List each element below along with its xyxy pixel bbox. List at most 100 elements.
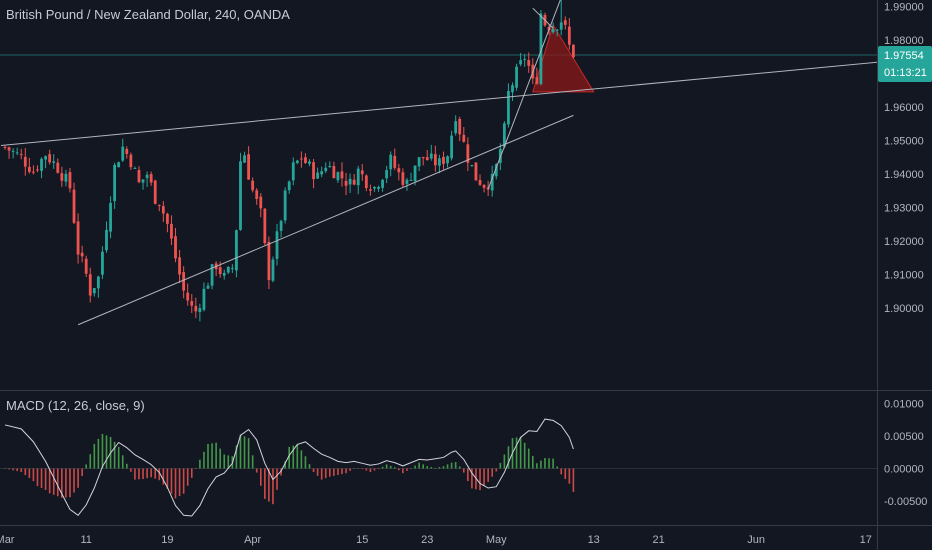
candle-body — [198, 308, 202, 312]
price-tick-label: 1.95000 — [884, 136, 924, 148]
candle-body — [450, 135, 453, 159]
candle-body — [336, 172, 340, 181]
candle — [202, 282, 206, 312]
candle — [369, 184, 372, 196]
candle-body — [373, 186, 376, 189]
candle-body — [535, 77, 539, 84]
candle-body — [271, 259, 275, 281]
macd-histogram-bar — [438, 467, 441, 469]
candle-body — [369, 189, 372, 191]
candle — [332, 161, 336, 179]
candle — [360, 164, 364, 181]
macd-pane[interactable] — [0, 418, 877, 517]
macd-histogram-bar — [93, 443, 96, 469]
candle — [60, 166, 64, 187]
candle — [515, 63, 518, 91]
candle-body — [466, 144, 470, 163]
candle — [336, 171, 340, 184]
macd-histogram-bar — [288, 446, 290, 469]
macd-histogram-bar — [487, 468, 489, 482]
candle-body — [84, 258, 88, 274]
price-tick-label: 1.90000 — [884, 303, 924, 315]
candle — [490, 165, 494, 197]
macd-histogram-bar — [560, 468, 563, 475]
price-axis[interactable]: 2.020002.010002.000001.990001.980001.970… — [878, 0, 932, 315]
candle — [474, 162, 478, 181]
candle — [251, 177, 255, 193]
macd-line — [4, 418, 574, 517]
macd-indicator-title[interactable]: MACD (12, 26, close, 9) — [6, 398, 145, 413]
candle-body — [186, 292, 190, 301]
candle — [32, 165, 35, 175]
macd-axis[interactable]: 0.01000 0.00500 0.00000 -0.00500 — [884, 399, 927, 509]
candle-body — [454, 121, 458, 134]
macd-histogram-bar — [186, 468, 189, 486]
candle — [364, 174, 368, 192]
candle — [239, 152, 242, 231]
macd-histogram-bar — [243, 436, 246, 469]
candle-body — [145, 174, 149, 179]
candle — [446, 155, 449, 168]
current-price-tag — [878, 45, 932, 82]
candle — [44, 155, 47, 169]
macd-histogram-bar — [130, 468, 132, 472]
candle-body — [295, 160, 299, 163]
time-tick-label: Jun — [747, 534, 765, 546]
candle-body — [72, 189, 76, 223]
time-axis[interactable]: Mar 11 19 Apr 15 23 May 13 21 Jun 17 — [0, 534, 872, 546]
macd-histogram-bar — [40, 468, 43, 488]
candle — [340, 162, 344, 187]
candle-body — [519, 60, 523, 65]
candle-body — [161, 206, 165, 214]
candle-body — [482, 184, 486, 188]
candle-body — [275, 231, 279, 259]
candle-body — [304, 157, 307, 164]
candle-body — [348, 178, 352, 185]
price-tick-label: 1.93000 — [884, 203, 924, 215]
time-tick-label: 17 — [860, 534, 872, 546]
macd-histogram-bar — [138, 468, 140, 480]
candle-body — [308, 161, 311, 164]
candle — [344, 172, 348, 196]
candle-body — [218, 267, 222, 275]
candle-body — [157, 204, 161, 206]
candle — [470, 164, 474, 167]
candle-body — [255, 190, 259, 199]
macd-histogram-bar — [166, 468, 169, 489]
macd-histogram-bar — [300, 450, 303, 469]
candle — [312, 158, 315, 189]
macd-histogram-bar — [434, 467, 437, 469]
macd-histogram-bar — [471, 468, 473, 489]
macd-histogram-bar — [532, 455, 534, 469]
candle — [153, 179, 157, 205]
macd-histogram-bar — [61, 468, 63, 498]
candle — [389, 151, 393, 177]
macd-histogram-bar — [134, 468, 136, 480]
candle-body — [413, 165, 417, 182]
candle — [523, 53, 527, 67]
candle — [19, 148, 23, 160]
macd-histogram-bar — [73, 468, 75, 493]
macd-histogram-bar — [414, 465, 416, 469]
macd-histogram-bar — [462, 468, 465, 473]
macd-tick-label: 0.00500 — [884, 431, 924, 443]
candle-body — [474, 162, 478, 181]
candle-body — [153, 180, 157, 204]
candle — [397, 163, 401, 181]
candle-body — [137, 170, 141, 183]
candle-body — [555, 29, 559, 31]
macd-histogram-bar — [8, 468, 10, 470]
candle-body — [332, 166, 336, 179]
candle-body — [101, 251, 104, 275]
macd-histogram-bar — [97, 438, 100, 469]
candle — [64, 169, 68, 187]
candle — [117, 161, 121, 168]
candle — [482, 184, 486, 193]
candle-body — [287, 181, 291, 191]
candle-body — [15, 152, 19, 154]
candle-body — [462, 134, 466, 142]
macd-histogram-bar — [324, 468, 327, 479]
candle-body — [247, 154, 250, 180]
